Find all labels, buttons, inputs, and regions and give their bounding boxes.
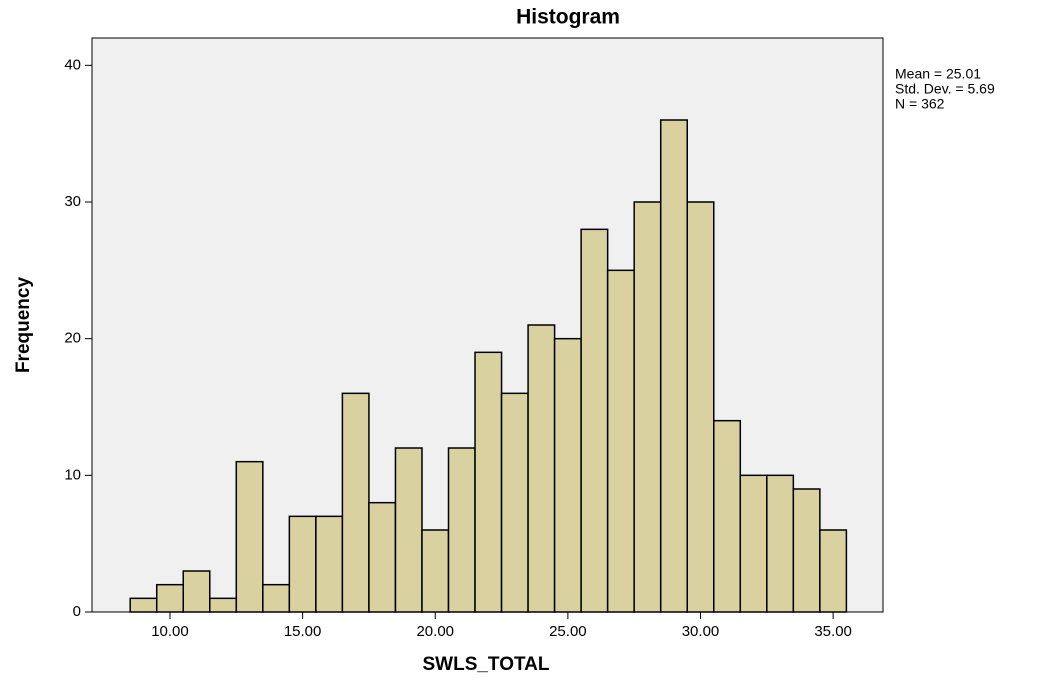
bar [713,419,742,613]
bar [288,515,317,613]
bar [209,597,238,613]
y-tick-label: 30 [64,193,81,210]
bar [606,269,635,613]
x-axis-label: SWLS_TOTAL [422,654,549,675]
bar [315,515,344,613]
x-tick-label: 10.00 [151,623,189,640]
stat-annotation: N = 362 [895,96,945,112]
bar [739,474,768,613]
bar [447,447,476,613]
bar [659,119,688,613]
y-tick-label: 10 [64,466,81,483]
bar [580,228,609,613]
bar [819,529,848,613]
y-tick-label: 0 [73,603,81,620]
bar [368,501,397,613]
bar [129,597,158,613]
bar [262,583,291,613]
x-tick-label: 25.00 [549,623,587,640]
bar [553,337,582,613]
bar [474,351,503,613]
y-tick-label: 20 [64,330,81,347]
bar [792,488,821,613]
bar [633,201,662,613]
stat-annotation: Mean = 25.01 [895,66,981,82]
x-tick-label: 35.00 [814,623,852,640]
bar [421,529,450,613]
bar [686,201,715,613]
y-tick-label: 40 [64,56,81,73]
bar [182,570,211,613]
stat-annotation: Std. Dev. = 5.69 [895,81,995,97]
bar [500,392,529,613]
bar [394,447,423,613]
bar [527,324,556,613]
bar [766,474,795,613]
bar [341,392,370,613]
x-tick-label: 30.00 [682,623,720,640]
bar [235,460,264,613]
x-tick-label: 20.00 [416,623,454,640]
bar [155,583,184,613]
x-tick-label: 15.00 [284,623,322,640]
y-axis-label: Frequency [13,277,34,374]
chart-title: Histogram [516,6,620,29]
